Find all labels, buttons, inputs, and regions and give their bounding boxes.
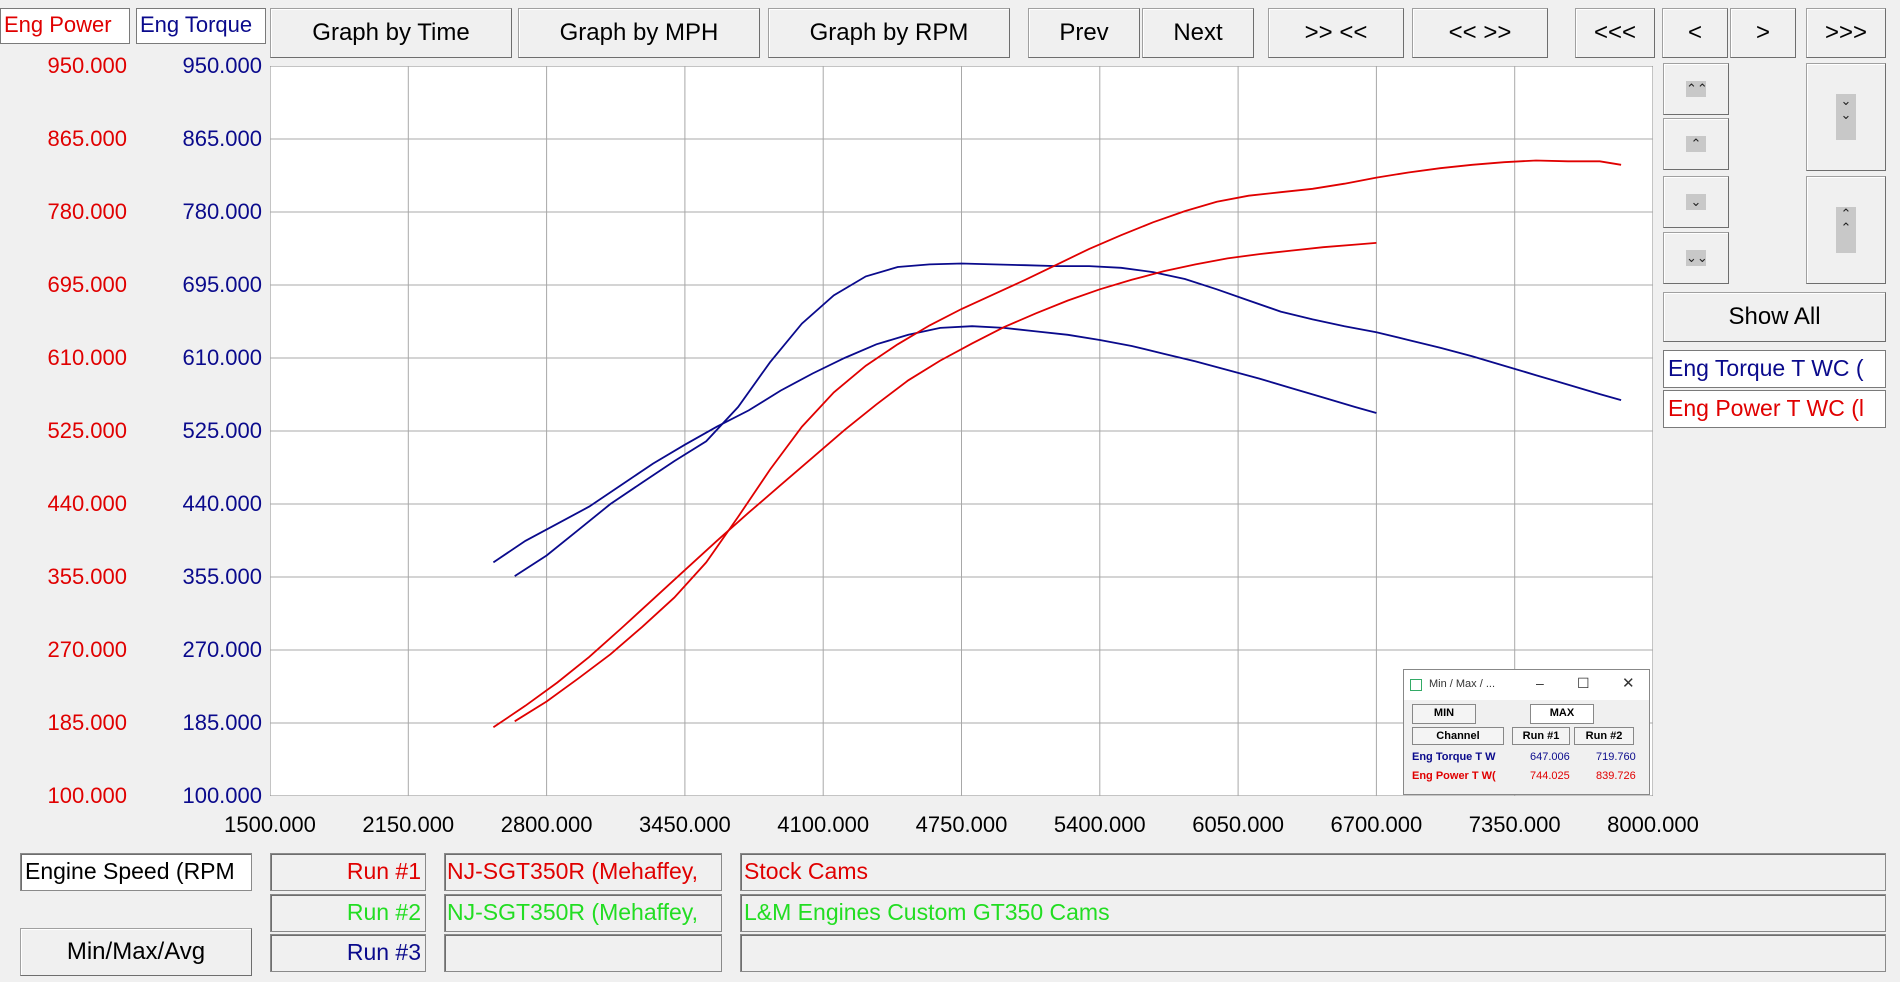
chevron-up-icon: ⌃: [1686, 136, 1706, 152]
scroll-up-button[interactable]: ⌃: [1663, 118, 1729, 170]
torque-y-tick-label: 865.000: [182, 126, 262, 151]
run1-label: Run #1: [270, 853, 426, 891]
graph-by-time-button[interactable]: Graph by Time: [270, 8, 512, 58]
x-tick-label: 2800.000: [500, 812, 593, 837]
run3-label: Run #3: [270, 934, 426, 972]
run2-label: Run #2: [270, 894, 426, 932]
maximize-icon[interactable]: ☐: [1577, 675, 1590, 691]
scroll-down-button[interactable]: ⌄: [1663, 176, 1729, 228]
scroll-first-button[interactable]: <<<: [1575, 8, 1655, 58]
x-tick-label: 8000.000: [1607, 812, 1699, 837]
torque-curve-run2: [514, 262, 1622, 577]
next-button[interactable]: Next: [1142, 8, 1254, 58]
power-y-tick-label: 185.000: [47, 710, 127, 735]
double-chevron-down-icon: ⌄⌄: [1836, 94, 1856, 140]
x-tick-label: 2150.000: [362, 812, 455, 837]
run2-column-header: Run #2: [1574, 727, 1634, 745]
window-app-icon: [1410, 679, 1422, 691]
zoom-in-button[interactable]: >> <<: [1268, 8, 1404, 58]
double-chevron-up-icon: ⌃⌃: [1686, 81, 1708, 97]
zoom-y-out-button[interactable]: ⌃ ⌃: [1806, 176, 1886, 284]
torque-y-tick-label: 185.000: [182, 710, 262, 735]
scroll-down-fast-button[interactable]: ⌄⌄: [1663, 232, 1729, 284]
minmax-titlebar[interactable]: Min / Max / ... – ☐ ✕: [1404, 670, 1649, 700]
close-icon[interactable]: ✕: [1622, 675, 1635, 692]
minimize-icon[interactable]: –: [1536, 675, 1544, 691]
x-tick-label: 3450.000: [639, 812, 731, 837]
double-chevron-up-icon: ⌃⌃: [1836, 207, 1856, 253]
torque-curve-run1: [492, 325, 1377, 564]
torque-axis-header: Eng Torque: [136, 8, 266, 44]
scroll-last-button[interactable]: >>>: [1806, 8, 1886, 58]
power-y-tick-label: 355.000: [47, 564, 127, 589]
run3-description: [740, 934, 1886, 972]
minmax-title: Min / Max / ...: [1429, 678, 1496, 690]
power-y-tick-label: 865.000: [47, 126, 127, 151]
x-tick-label: 6700.000: [1330, 812, 1423, 837]
legend-torque[interactable]: Eng Torque T WC (: [1663, 350, 1886, 388]
minmax-row-torque-run1: 647.006: [1530, 751, 1570, 763]
power-curve-run1: [492, 242, 1377, 729]
graph-by-rpm-button[interactable]: Graph by RPM: [768, 8, 1010, 58]
torque-y-tick-label: 950.000: [182, 53, 262, 78]
power-curve-run2: [514, 159, 1622, 723]
min-tab[interactable]: MIN: [1412, 704, 1476, 724]
zoom-out-button[interactable]: << >>: [1412, 8, 1548, 58]
torque-y-tick-label: 780.000: [182, 199, 262, 224]
x-tick-label: 6050.000: [1192, 812, 1284, 837]
run1-description: Stock Cams: [740, 853, 1886, 891]
run2-vehicle: NJ-SGT350R (Mehaffey,: [444, 894, 722, 932]
scroll-back-button[interactable]: <: [1662, 8, 1728, 58]
minmax-row-power-run2: 839.726: [1596, 770, 1636, 782]
torque-y-tick-label: 355.000: [182, 564, 262, 589]
power-y-tick-label: 780.000: [47, 199, 127, 224]
power-y-tick-label: 525.000: [47, 418, 127, 443]
torque-y-tick-label: 525.000: [182, 418, 262, 443]
minmax-window[interactable]: Min / Max / ... – ☐ ✕ MIN MAX Channel Ru…: [1403, 669, 1650, 795]
torque-y-tick-label: 270.000: [182, 637, 262, 662]
x-tick-label: 1500.000: [224, 812, 316, 837]
power-y-tick-label: 695.000: [47, 272, 127, 297]
run1-column-header: Run #1: [1512, 727, 1570, 745]
minmax-row-power-run1: 744.025: [1530, 770, 1570, 782]
power-y-tick-label: 950.000: [47, 53, 127, 78]
power-y-tick-label: 270.000: [47, 637, 127, 662]
graph-by-mph-button[interactable]: Graph by MPH: [518, 8, 760, 58]
double-chevron-down-icon: ⌄⌄: [1686, 250, 1708, 266]
channel-column-header: Channel: [1412, 727, 1504, 745]
torque-y-tick-label: 610.000: [182, 345, 262, 370]
torque-y-tick-label: 695.000: [182, 272, 262, 297]
chevron-down-icon: ⌄: [1686, 194, 1706, 210]
x-tick-label: 7350.000: [1468, 812, 1561, 837]
power-y-tick-label: 610.000: [47, 345, 127, 370]
torque-y-tick-label: 440.000: [182, 491, 262, 516]
x-tick-label: 4750.000: [915, 812, 1008, 837]
run2-description: L&M Engines Custom GT350 Cams: [740, 894, 1886, 932]
zoom-y-in-button[interactable]: ⌄ ⌄: [1806, 63, 1886, 171]
prev-button[interactable]: Prev: [1028, 8, 1140, 58]
power-axis-header: Eng Power: [0, 8, 130, 44]
torque-y-tick-label: 100.000: [182, 783, 262, 808]
x-tick-label: 5400.000: [1053, 812, 1146, 837]
run1-vehicle: NJ-SGT350R (Mehaffey,: [444, 853, 722, 891]
min-max-avg-button[interactable]: Min/Max/Avg: [20, 928, 252, 976]
scroll-up-fast-button[interactable]: ⌃⌃: [1663, 63, 1729, 115]
x-tick-label: 4100.000: [777, 812, 870, 837]
legend-power[interactable]: Eng Power T WC (l: [1663, 390, 1886, 428]
minmax-row-torque-run2: 719.760: [1596, 751, 1636, 763]
run3-vehicle: [444, 934, 722, 972]
minmax-row-power-channel: Eng Power T W(: [1412, 770, 1496, 782]
power-y-tick-label: 440.000: [47, 491, 127, 516]
scroll-forward-button[interactable]: >: [1730, 8, 1796, 58]
power-y-tick-label: 100.000: [47, 783, 127, 808]
minmax-row-torque-channel: Eng Torque T W: [1412, 751, 1496, 763]
show-all-button[interactable]: Show All: [1663, 292, 1886, 342]
max-tab[interactable]: MAX: [1530, 704, 1594, 724]
x-channel-select[interactable]: Engine Speed (RPM: [20, 853, 252, 891]
